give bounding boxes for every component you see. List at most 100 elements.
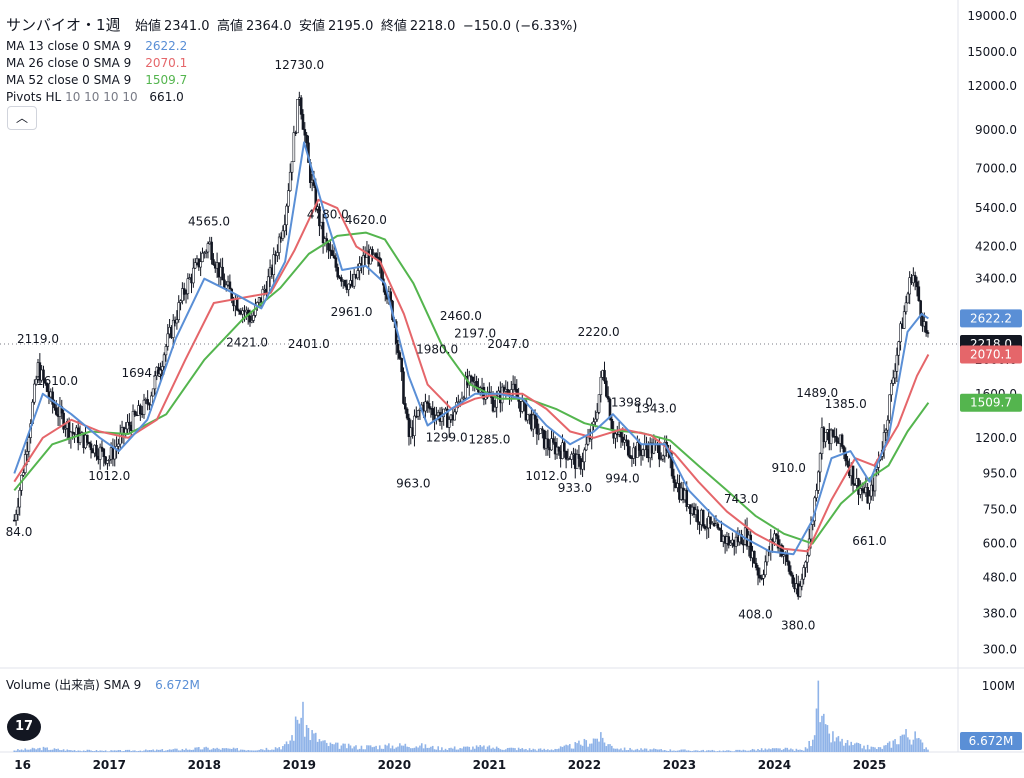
- volume-bar: [327, 746, 330, 752]
- volume-bar: [159, 749, 162, 752]
- volume-bar: [762, 750, 765, 752]
- candle-body: [608, 398, 612, 420]
- volume-bar: [737, 749, 739, 752]
- volume-bar: [833, 741, 836, 752]
- legend-ma52[interactable]: MA 52 close 0 SMA 9 1509.7: [6, 72, 187, 89]
- volume-bar: [305, 724, 308, 752]
- open-value: 2341.0: [164, 19, 210, 34]
- pivot-label: 84.0: [6, 525, 33, 539]
- volume-bar: [20, 749, 23, 752]
- volume-bar: [179, 750, 182, 752]
- volume-bar: [411, 748, 414, 752]
- volume-bar: [406, 746, 408, 752]
- ma13-line: [13, 141, 929, 556]
- candle-body: [802, 567, 805, 580]
- volume-bar: [174, 748, 176, 752]
- volume-bar: [780, 750, 783, 752]
- volume-bar: [181, 749, 184, 752]
- volume-bar: [165, 750, 167, 752]
- volume-sma: SMA 9: [103, 678, 142, 692]
- volume-bar: [499, 749, 502, 752]
- volume-bar: [826, 725, 829, 752]
- y-tick-label: 5400.0: [975, 201, 1017, 215]
- volume-bar: [808, 740, 810, 752]
- volume-bar: [135, 751, 138, 752]
- candle-body: [288, 171, 292, 192]
- volume-bar: [298, 723, 301, 752]
- candle-body: [396, 343, 400, 353]
- volume-bar: [92, 751, 94, 752]
- volume-bar: [24, 748, 27, 752]
- volume-bar: [347, 743, 350, 752]
- candle-body: [42, 369, 45, 380]
- legend-ma13[interactable]: MA 13 close 0 SMA 9 2622.2: [6, 38, 187, 55]
- volume-bar: [664, 750, 666, 752]
- candle-body: [303, 129, 307, 136]
- candle-body: [204, 251, 208, 254]
- volume-bar: [561, 746, 564, 752]
- volume-bar: [656, 749, 659, 752]
- volume-bar: [691, 751, 694, 752]
- candle-body: [859, 488, 862, 495]
- volume-bar: [521, 748, 524, 752]
- volume-bar: [291, 735, 293, 752]
- volume-bar: [66, 749, 69, 752]
- candle-body: [166, 333, 170, 347]
- volume-bar: [437, 746, 440, 752]
- volume-bar: [364, 749, 366, 752]
- candle-body: [895, 354, 899, 372]
- volume-bar: [764, 748, 767, 752]
- legend-pivots[interactable]: Pivots HL 10 10 10 10 661.0: [6, 89, 184, 106]
- volume-bar: [916, 738, 918, 752]
- volume-bar: [490, 748, 493, 752]
- volume-legend[interactable]: Volume (出来高) SMA 9 6.672M: [6, 676, 200, 693]
- candle-body: [347, 283, 350, 290]
- pivot-label: 1398.0: [611, 395, 653, 409]
- volume-bar: [707, 750, 710, 752]
- candle-body: [53, 404, 56, 409]
- volume-bar: [263, 750, 266, 752]
- volume-bar: [640, 748, 642, 752]
- candle-body: [164, 346, 168, 356]
- volume-bar: [117, 750, 120, 752]
- volume-bar: [152, 749, 154, 752]
- legend-ma26-value: 2070.1: [145, 56, 188, 70]
- volume-bar: [550, 749, 553, 752]
- candle-body: [776, 535, 780, 549]
- volume-bar: [318, 739, 321, 752]
- candle-body: [884, 429, 888, 433]
- candle-body: [402, 371, 405, 404]
- volume-bar: [841, 738, 843, 752]
- volume-bar: [658, 749, 661, 752]
- x-tick-label: 2023: [663, 758, 696, 772]
- volume-bar: [252, 750, 255, 752]
- volume-bar: [112, 750, 114, 752]
- legend-ma26[interactable]: MA 26 close 0 SMA 9 2070.1: [6, 55, 187, 72]
- candle-body: [142, 399, 146, 415]
- volume-bar: [388, 743, 390, 752]
- volume-bar: [397, 746, 399, 752]
- tradingview-logo-icon[interactable]: 17: [7, 713, 41, 741]
- volume-bar: [15, 750, 17, 752]
- candle-body: [577, 454, 581, 459]
- pivot-label: 1610.0: [36, 374, 78, 388]
- volume-bar: [413, 747, 416, 752]
- collapse-legend-button[interactable]: ︿: [7, 106, 37, 130]
- volume-bar: [517, 747, 520, 752]
- volume-bar: [623, 747, 626, 752]
- volume-bar: [307, 727, 310, 752]
- candle-body: [113, 448, 117, 460]
- volume-bar: [207, 747, 209, 752]
- volume-bar: [843, 745, 845, 752]
- candle-body: [352, 274, 356, 287]
- pivot-label: 380.0: [781, 618, 815, 632]
- candle-body: [332, 255, 336, 259]
- symbol-title[interactable]: サンバイオ・1週: [6, 16, 121, 34]
- volume-bar: [598, 741, 600, 752]
- volume-bar: [316, 741, 319, 752]
- candle-body: [453, 411, 456, 421]
- candle-body: [787, 561, 791, 572]
- legend-pivots-params: 10 10 10 10: [65, 90, 138, 104]
- volume-bar: [572, 748, 575, 752]
